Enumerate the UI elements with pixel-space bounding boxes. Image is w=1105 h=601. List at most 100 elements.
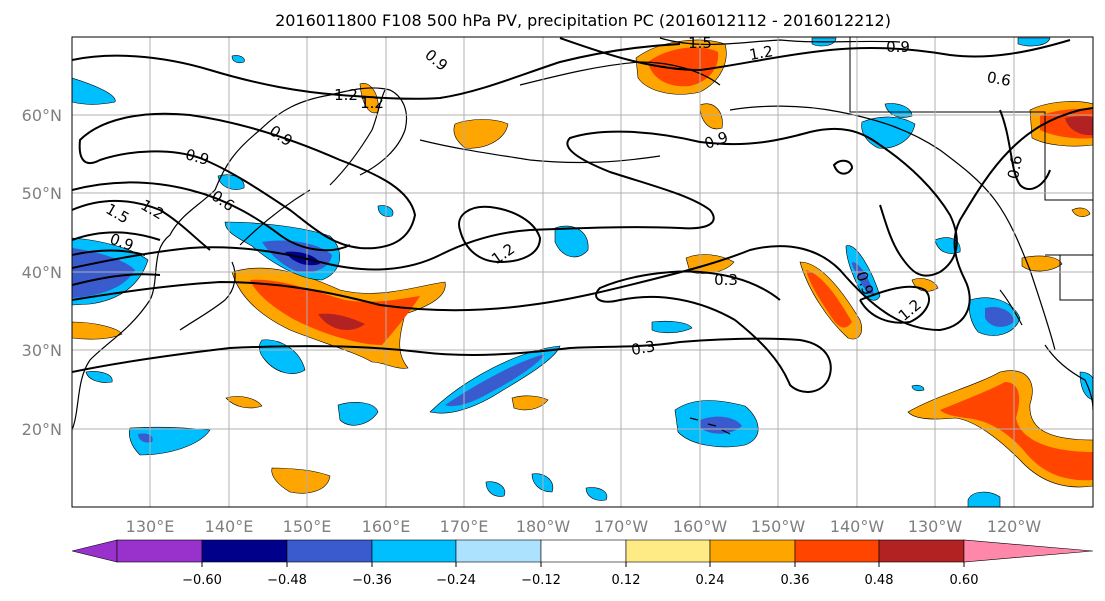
- lat-label: 50°N: [22, 184, 62, 203]
- negative-west-top: [72, 77, 116, 105]
- positive-north-4: [699, 103, 723, 130]
- colorbar-segment: [709, 539, 796, 563]
- lon-label: 160°W: [673, 517, 728, 536]
- colorbar-tick-label: 0.60: [950, 573, 979, 588]
- negative-patch-12: [85, 371, 113, 383]
- lat-label: 20°N: [22, 420, 62, 439]
- negative-patch-4: [554, 225, 589, 258]
- positive-patch-g: [1071, 207, 1091, 217]
- lon-label: 150°E: [283, 517, 332, 536]
- contour-small-ring: [832, 159, 854, 175]
- colorbar-segment: [286, 539, 373, 563]
- colorbar-tick-label: −0.24: [436, 573, 476, 588]
- colorbar-tick-label: 0.48: [865, 573, 894, 588]
- colorbar-tick-label: 0.36: [781, 573, 810, 588]
- kamchatka: [329, 89, 386, 186]
- colorbar-segment: [455, 539, 542, 563]
- north-coast: [659, 37, 901, 46]
- contour-label: 0.6: [986, 68, 1013, 90]
- negative-small-east: [911, 384, 925, 392]
- positive-west-small: [72, 321, 123, 340]
- boundaries: [849, 37, 1093, 301]
- lon-label: 130°W: [908, 517, 963, 536]
- colorbar-segment: [116, 539, 203, 563]
- positive-patch-b: [511, 395, 549, 411]
- contour-1.5: [72, 200, 211, 251]
- coastlines: [72, 37, 1093, 435]
- lon-label: 150°W: [751, 517, 806, 536]
- negative-patch-6: [651, 320, 693, 334]
- colorbar: −0.60 −0.48 −0.36 −0.24 −0.12 0.12 0.24 …: [71, 539, 1094, 588]
- contour-1.2: [72, 181, 351, 252]
- baja-coast: [1044, 344, 1093, 411]
- contour-label: 0.9: [183, 145, 211, 169]
- contour-label: 0.3: [714, 271, 738, 289]
- colorbar-tick-label: −0.60: [182, 573, 222, 588]
- longitude-labels: 130°E 140°E 150°E 160°E 170°E 180°W 170°…: [126, 517, 1042, 536]
- gridlines: [72, 37, 1093, 507]
- negative-patch-7: [485, 481, 506, 497]
- colorbar-segment: [371, 539, 457, 563]
- negative-patch-14: [231, 55, 245, 64]
- lat-label: 60°N: [22, 106, 62, 125]
- map-panel: 1.5 1.2 0.9 0.6 0.9 1.2 0.9 0.6 1.5 1.2 …: [72, 34, 1093, 507]
- colorbar-tick-label: −0.36: [352, 573, 392, 588]
- lon-label: 130°E: [126, 517, 175, 536]
- pv-contours: [72, 37, 1093, 393]
- map-frame: [71, 36, 1094, 508]
- colorbar-tick-label: −0.12: [521, 573, 561, 588]
- contour-0.9-b: [78, 112, 417, 250]
- colorbar-segment: [794, 539, 880, 563]
- contour-1.2-b: [72, 43, 681, 100]
- figure-title: 2016011800 F108 500 hPa PV, precipitatio…: [275, 11, 891, 30]
- colorbar-segment: [625, 539, 711, 563]
- negative-patch-3: [337, 402, 379, 426]
- alaska-coast: [729, 105, 1056, 351]
- lon-label: 140°E: [205, 517, 254, 536]
- colorbar-segment: [878, 539, 965, 563]
- contour-label: 1.5: [688, 34, 712, 52]
- lon-label: 160°E: [362, 517, 411, 536]
- contour-east: [999, 109, 1051, 190]
- contour-label: 1.2: [748, 42, 775, 64]
- us-west-coast: [999, 289, 1023, 326]
- positive-dark-nw-pacific: [318, 313, 365, 330]
- contour-label: 1.2: [360, 94, 384, 112]
- contour-0.6: [72, 107, 1093, 332]
- latitude-labels: 60°N 50°N 40°N 30°N 20°N: [22, 106, 62, 439]
- lon-label: 140°W: [830, 517, 885, 536]
- hawaii: [689, 417, 731, 435]
- positive-patch-f: [1021, 255, 1063, 272]
- lon-label: 170°W: [594, 517, 649, 536]
- negative-patch-10: [217, 174, 245, 190]
- contour-1.2-c: [458, 205, 542, 264]
- negative-patch-9: [585, 487, 608, 501]
- contour-1.2-d: [859, 285, 930, 324]
- lon-label: 180°W: [516, 517, 571, 536]
- contour-label: 0.6: [1004, 154, 1026, 181]
- colorbar-low-extend: [71, 539, 118, 563]
- japan: [179, 261, 236, 331]
- contour-west-cluster: [72, 231, 161, 286]
- colorbar-segment: [540, 539, 627, 563]
- colorbar-tick-label: −0.48: [267, 573, 307, 588]
- contour-1.5-b: [559, 37, 1071, 72]
- positive-north-2: [453, 119, 509, 149]
- asia-coast: [72, 87, 408, 431]
- positive-patch-d: [271, 467, 331, 494]
- contour-0.3-b: [595, 270, 781, 321]
- negative-southeast: [967, 491, 1001, 507]
- negative-patch-1: [129, 426, 211, 456]
- contour-label: 0.9: [886, 38, 910, 56]
- negative-top-right: [1017, 37, 1051, 47]
- lat-label: 30°N: [22, 341, 62, 360]
- colorbar-tick-label: 0.24: [696, 573, 725, 588]
- contour-label: 1.2: [334, 86, 358, 104]
- aleutians: [419, 139, 661, 164]
- lon-label: 120°W: [987, 517, 1042, 536]
- lon-label: 170°E: [440, 517, 489, 536]
- kuril-islands: [239, 189, 311, 246]
- lat-label: 40°N: [22, 263, 62, 282]
- positive-core-nw-pacific: [250, 279, 420, 345]
- contour-0.9: [72, 127, 958, 277]
